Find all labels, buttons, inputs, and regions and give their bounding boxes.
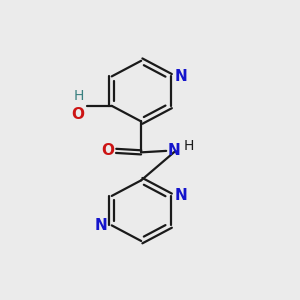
Text: O: O <box>71 107 84 122</box>
Text: N: N <box>175 69 188 84</box>
Text: O: O <box>101 143 114 158</box>
Text: N: N <box>95 218 108 233</box>
Text: H: H <box>74 89 84 103</box>
Text: N: N <box>175 188 188 203</box>
Text: H: H <box>183 139 194 153</box>
Text: N: N <box>168 143 180 158</box>
